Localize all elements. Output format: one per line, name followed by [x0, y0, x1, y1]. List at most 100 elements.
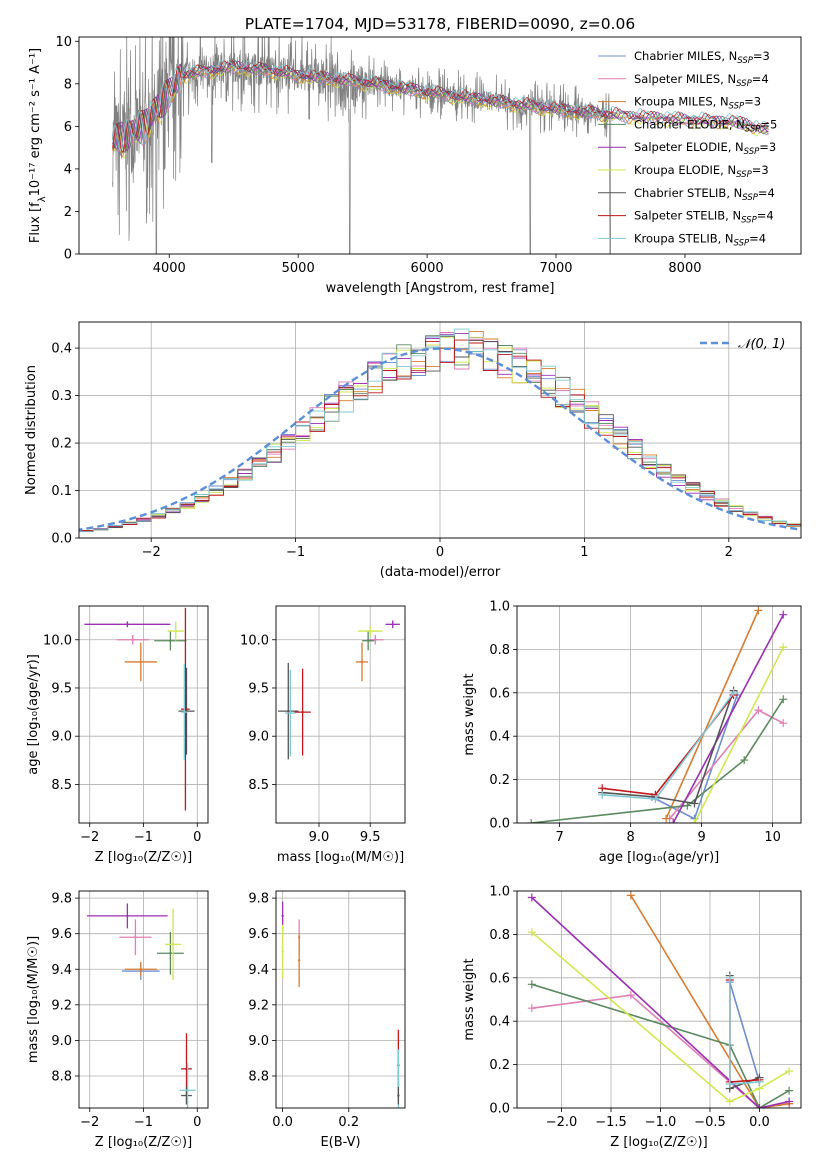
age-vs-mass-ytick-label: 9.5	[248, 681, 269, 696]
mass-vs-EBV-xlabel: E(B-V)	[320, 1135, 360, 1150]
age-vs-mass-axes: 9.0 9.5 8.5 9.0 9.5 10.0 mass [log₁₀(M/M☉)]	[240, 605, 406, 865]
spectrum-model-line	[112, 60, 769, 154]
legend-entry-tail: =3	[752, 163, 769, 177]
data-point	[366, 639, 370, 642]
data-point	[391, 623, 394, 626]
weight-vs-Z-axes: −2.0 −1.5 −1.0 −0.5 0.0 0.0 0.2 0.4 0.6 0.8 1.0 Z […	[462, 885, 802, 1150]
spectrum-model-line	[112, 64, 769, 156]
weight-series-line	[672, 614, 785, 823]
age-vs-Z-xlabel: Z [log₁₀(Z/Z☉)]	[95, 850, 192, 865]
weight-vs-Z-ytick-label: 0.0	[489, 1102, 510, 1117]
weight-vs-Z-ylabel: mass weight	[462, 958, 477, 1040]
age-vs-Z-plot-area	[84, 607, 195, 811]
legend-entry: Chabrier STELIB, NSSP=4	[634, 186, 775, 203]
mass-vs-Z-ytick-label: 9.0	[51, 1034, 72, 1049]
data-point	[297, 959, 301, 962]
legend-entry: Kroupa MILES, NSSP=3	[634, 95, 761, 112]
weight-vs-Z-xtick-label: −2.0	[546, 1115, 578, 1130]
mass-vs-EBV-xtick-label: 0.0	[272, 1115, 293, 1130]
weight-marker	[725, 1080, 734, 1089]
spectrum-xtick-label: 7000	[539, 261, 572, 276]
legend-entry-label: Salpeter ELODIE, N	[634, 140, 744, 154]
residuals-xtick-label: −1	[286, 545, 305, 560]
weight-vs-Z-ytick-label: 0.4	[489, 1015, 510, 1030]
residuals-xtick-label: 2	[725, 545, 733, 560]
weight-series-line	[531, 931, 790, 1103]
data-point	[174, 629, 177, 633]
residuals-ytick-label: 0.0	[51, 532, 72, 547]
data-point	[374, 638, 377, 641]
weight-vs-age-ytick-label: 0.6	[489, 686, 510, 701]
data-point	[126, 914, 129, 918]
legend-entry-label: Kroupa STELIB, N	[634, 231, 734, 245]
age-vs-Z-axes: −2 −1 0 8.5 9.0 9.5 10.0 Z [log₁₀(Z/Z☉)] age [lo…	[26, 605, 209, 865]
legend-entry-label: Chabrier STELIB, N	[634, 186, 742, 200]
spectrum-ytick-label: 0	[64, 248, 72, 263]
weight-vs-age-xtick-label: 10	[764, 830, 781, 845]
age-vs-Z-xtick-label: −2	[80, 830, 99, 845]
spectrum-xtick-label: 8000	[668, 261, 701, 276]
weight-marker	[690, 819, 699, 823]
mass-vs-Z-xtick-label: −1	[134, 1115, 153, 1130]
weight-vs-age-ytick-label: 0.0	[489, 817, 510, 832]
age-vs-Z-xtick-label: 0	[193, 830, 201, 845]
legend-entry-label: Salpeter MILES, N	[634, 72, 736, 86]
weight-vs-Z-ytick-label: 1.0	[489, 885, 510, 900]
data-point	[397, 1094, 400, 1097]
weight-vs-age-ytick-label: 0.4	[489, 730, 510, 745]
weight-marker	[662, 814, 671, 823]
weight-marker	[779, 719, 788, 728]
data-point	[287, 709, 290, 713]
legend-entry-tail: =3	[744, 95, 761, 109]
weight-marker	[626, 891, 635, 900]
data-point	[169, 952, 172, 955]
legend-entry-sub: SSP	[744, 147, 760, 157]
mass-vs-EBV-ytick-label: 9.2	[248, 998, 269, 1013]
figure-title: PLATE=1704, MJD=53178, FIBERID=0090, z=0…	[245, 15, 635, 33]
mass-vs-EBV-ytick-label: 9.8	[248, 892, 269, 907]
data-point	[281, 914, 284, 918]
mass-vs-Z-ytick-label: 9.6	[51, 927, 72, 942]
legend-entry-label: Chabrier MILES, N	[634, 49, 737, 63]
spectrum-xtick-label: 4000	[153, 261, 186, 276]
spectrum-xtick-label: 6000	[411, 261, 444, 276]
mass-vs-Z-plot-area	[87, 903, 196, 1108]
weight-marker	[779, 643, 788, 652]
age-vs-Z-frame	[78, 605, 209, 824]
weight-marker	[785, 1067, 794, 1076]
weight-marker	[725, 973, 734, 982]
age-vs-mass-xtick-label: 9.0	[309, 830, 330, 845]
weight-vs-age-ytick-label: 0.8	[489, 643, 510, 658]
mass-vs-EBV-frame	[275, 890, 406, 1109]
spectrum-ylabel-part: Flux [f	[28, 202, 43, 243]
spectrum-model-line	[112, 59, 769, 152]
legend-entry-tail: =3	[759, 140, 776, 154]
residuals-ytick-label: 0.4	[51, 342, 72, 357]
weight-series-line	[531, 698, 784, 823]
data-point	[126, 623, 129, 626]
legend-entry: Kroupa STELIB, NSSP=4	[634, 231, 766, 248]
weight-marker	[755, 1104, 764, 1108]
legend-entry-tail: =3	[753, 49, 770, 63]
legend-entry-sub: SSP	[742, 193, 758, 203]
weight-vs-Z-ytick-label: 0.2	[489, 1058, 510, 1073]
weight-vs-Z-xlabel: Z [log₁₀(Z/Z☉)]	[610, 1135, 707, 1150]
spectrum-ytick-label: 10	[55, 35, 72, 50]
legend-entry: Salpeter STELIB, NSSP=4	[634, 209, 774, 226]
weight-series-line	[602, 690, 735, 805]
weight-marker	[669, 819, 678, 823]
age-vs-mass-ytick-label: 8.5	[248, 778, 269, 793]
legend-entry: Chabrier ELODIE, NSSP=5	[634, 117, 777, 134]
data-point	[183, 710, 186, 714]
residuals-ytick-label: 0.2	[51, 437, 72, 452]
spectrum-model-line	[112, 60, 769, 152]
mass-vs-EBV-ytick-label: 9.0	[248, 1034, 269, 1049]
spectrum-ylabel-part: 10⁻¹⁷ erg cm⁻² s⁻¹ A⁻¹]	[28, 48, 43, 197]
spectrum-ytick-label: 2	[64, 205, 72, 220]
mass-vs-EBV-axes: 0.0 0.2 8.8 9.0 9.2 9.4 9.6 9.8 E(B-V)	[248, 890, 406, 1150]
spectrum-model-line	[112, 60, 769, 154]
weight-vs-age-axes: 7 8 9 10 0.0 0.2 0.4 0.6 0.8 1.0 age [log₁₀(age/yr…	[462, 600, 802, 865]
age-vs-Z-xtick-label: −1	[134, 830, 153, 845]
